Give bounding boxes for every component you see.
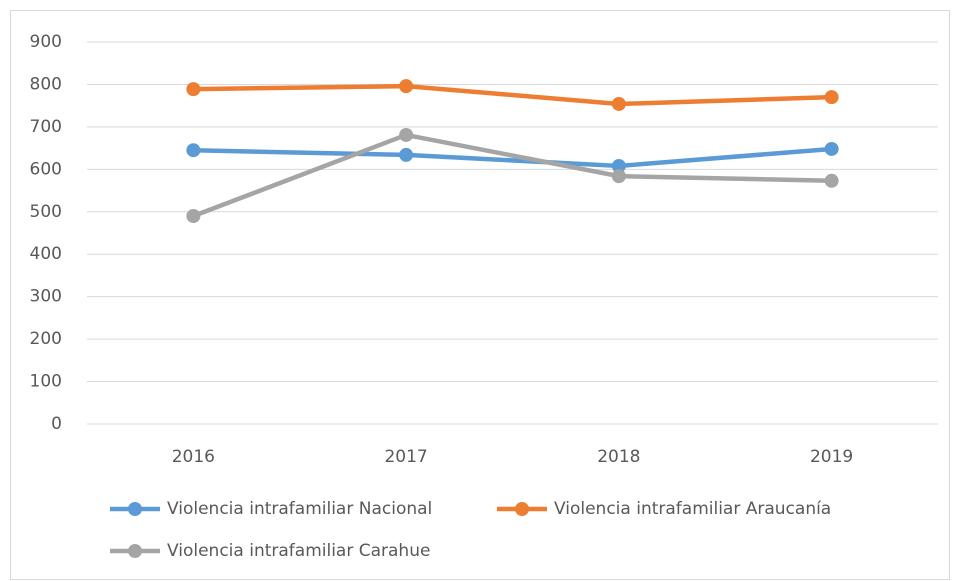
series-line <box>193 146 832 169</box>
data-point <box>824 173 839 188</box>
data-point <box>611 169 626 184</box>
data-point <box>399 147 414 162</box>
data-point <box>399 127 414 142</box>
y-tick-label: 400 <box>30 244 62 264</box>
y-tick-label: 0 <box>51 414 62 434</box>
data-point <box>186 82 201 97</box>
y-tick-label: 700 <box>30 117 62 137</box>
x-tick-label: 2016 <box>172 447 215 467</box>
y-tick-label: 900 <box>30 32 62 52</box>
legend-marker <box>128 502 142 516</box>
data-point <box>611 158 626 173</box>
legend-label: Violencia intrafamiliar Araucanía <box>554 499 831 519</box>
x-tick-label: 2017 <box>384 447 427 467</box>
data-point <box>824 141 839 156</box>
legend-marker <box>515 502 529 516</box>
legend-label: Violencia intrafamiliar Carahue <box>167 541 430 561</box>
data-point <box>186 143 201 158</box>
legend-label: Violencia intrafamiliar Nacional <box>167 499 432 519</box>
y-tick-label: 100 <box>30 372 62 392</box>
x-tick-label: 2019 <box>810 447 853 467</box>
data-point <box>399 79 414 94</box>
y-tick-label: 500 <box>30 202 62 222</box>
series-line <box>192 132 832 219</box>
chart-border <box>10 10 950 580</box>
y-tick-label: 600 <box>30 159 62 179</box>
series-line <box>193 83 832 107</box>
x-tick-label: 2018 <box>597 447 640 467</box>
legend-marker <box>128 544 142 558</box>
y-tick-label: 800 <box>30 74 62 94</box>
y-tick-label: 300 <box>30 287 62 307</box>
data-point <box>186 209 201 224</box>
data-point <box>611 96 626 111</box>
data-point <box>824 90 839 105</box>
y-tick-label: 200 <box>30 329 62 349</box>
